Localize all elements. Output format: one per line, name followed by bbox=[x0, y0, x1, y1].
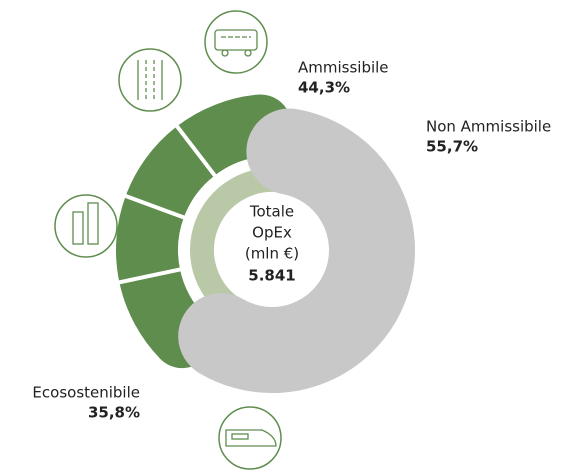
bus-icon bbox=[204, 10, 268, 74]
bus-wheel bbox=[221, 49, 229, 57]
building-icon bbox=[54, 194, 118, 258]
eco-value-label: 35,8% bbox=[88, 404, 140, 422]
center-total: 5.841 bbox=[248, 267, 295, 285]
arc bbox=[178, 108, 415, 393]
train-window bbox=[231, 433, 249, 440]
bus-wheel bbox=[244, 49, 252, 57]
road-icon bbox=[118, 48, 182, 112]
divider bbox=[174, 123, 218, 179]
train-icon bbox=[218, 406, 282, 470]
eco-label: Ecosostenibile bbox=[32, 384, 140, 402]
divider bbox=[123, 193, 187, 221]
value-label: 44,3% bbox=[298, 79, 350, 97]
dividers bbox=[117, 123, 218, 285]
arc bbox=[190, 168, 287, 321]
category-label: Ammissibile bbox=[298, 59, 389, 77]
building bbox=[87, 202, 99, 245]
divider bbox=[117, 267, 183, 285]
category-label: Non Ammissibile bbox=[426, 118, 551, 136]
building bbox=[72, 211, 84, 245]
value-label: 55,7% bbox=[426, 138, 478, 156]
center bbox=[216, 194, 328, 306]
center-label: Totale bbox=[249, 203, 294, 221]
icons bbox=[54, 10, 282, 470]
bus-shape bbox=[214, 29, 258, 51]
center-label: (mln €) bbox=[245, 245, 299, 263]
train-shape bbox=[225, 429, 277, 447]
center-label: OpEx bbox=[252, 224, 292, 242]
